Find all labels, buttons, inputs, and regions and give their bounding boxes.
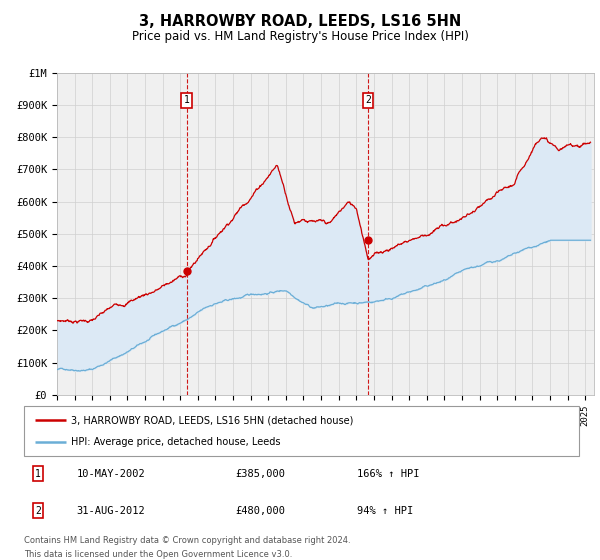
Text: 94% ↑ HPI: 94% ↑ HPI	[357, 506, 413, 516]
Text: 2: 2	[35, 506, 41, 516]
Text: 1: 1	[35, 469, 41, 479]
Text: Contains HM Land Registry data © Crown copyright and database right 2024.: Contains HM Land Registry data © Crown c…	[24, 536, 350, 545]
Text: 3, HARROWBY ROAD, LEEDS, LS16 5HN (detached house): 3, HARROWBY ROAD, LEEDS, LS16 5HN (detac…	[71, 415, 353, 425]
Text: This data is licensed under the Open Government Licence v3.0.: This data is licensed under the Open Gov…	[24, 550, 292, 559]
Text: 1: 1	[184, 95, 190, 105]
Text: 3, HARROWBY ROAD, LEEDS, LS16 5HN: 3, HARROWBY ROAD, LEEDS, LS16 5HN	[139, 14, 461, 29]
Text: 2: 2	[365, 95, 371, 105]
Text: Price paid vs. HM Land Registry's House Price Index (HPI): Price paid vs. HM Land Registry's House …	[131, 30, 469, 43]
Text: HPI: Average price, detached house, Leeds: HPI: Average price, detached house, Leed…	[71, 437, 281, 447]
Text: 10-MAY-2002: 10-MAY-2002	[77, 469, 145, 479]
Text: 31-AUG-2012: 31-AUG-2012	[77, 506, 145, 516]
Text: £480,000: £480,000	[235, 506, 285, 516]
FancyBboxPatch shape	[24, 406, 579, 456]
Text: £385,000: £385,000	[235, 469, 285, 479]
Text: 166% ↑ HPI: 166% ↑ HPI	[357, 469, 419, 479]
